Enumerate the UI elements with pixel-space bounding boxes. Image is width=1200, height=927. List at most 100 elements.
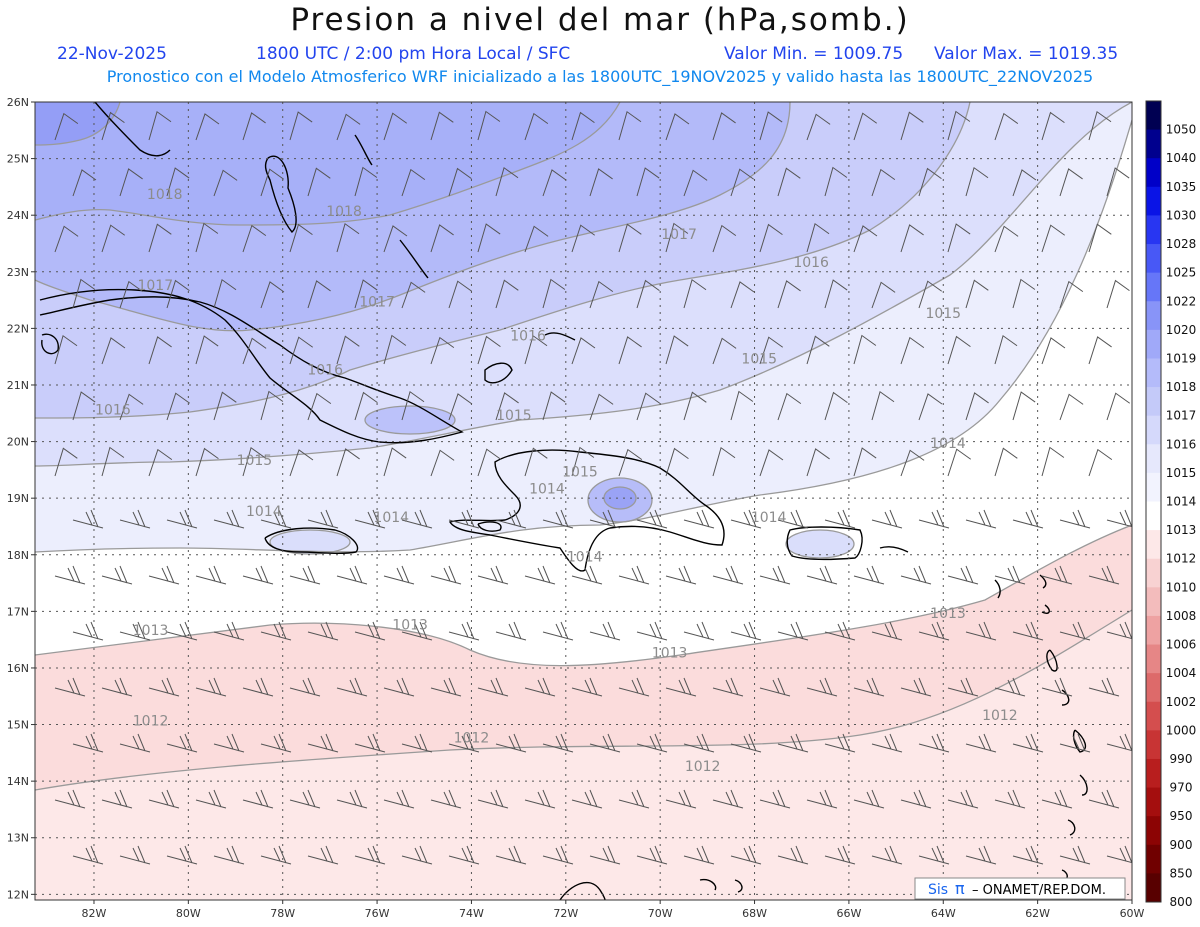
wind-barb bbox=[448, 733, 480, 753]
wind-barb bbox=[994, 225, 1019, 253]
colorbar-label: 1030 bbox=[1166, 208, 1197, 222]
wind-barb bbox=[119, 509, 151, 529]
wind-barb bbox=[618, 565, 650, 585]
colorbar-label: 990 bbox=[1170, 752, 1193, 766]
virgin-islands bbox=[879, 546, 909, 553]
colorbar-swatch bbox=[1146, 558, 1161, 588]
wind-barb bbox=[618, 223, 642, 253]
wind-barb bbox=[1106, 279, 1130, 309]
wind-barb bbox=[166, 167, 190, 197]
wind-barb bbox=[166, 733, 198, 753]
isobar-label: 1013 bbox=[930, 606, 966, 622]
wind-barb bbox=[430, 336, 455, 365]
wind-barb bbox=[947, 110, 971, 141]
wind-barb bbox=[1088, 110, 1112, 141]
wind-barb bbox=[712, 789, 744, 809]
puerto-rico-coast bbox=[786, 526, 863, 561]
wind-barb bbox=[636, 167, 660, 197]
isobar-label: 1012 bbox=[133, 714, 169, 730]
wind-barb bbox=[1041, 565, 1073, 585]
wind-barb bbox=[918, 167, 942, 197]
lat-label: 26N bbox=[7, 96, 29, 109]
wind-barb bbox=[947, 223, 971, 253]
wind-barb bbox=[759, 111, 783, 141]
wind-barb bbox=[72, 845, 104, 865]
wind-barb bbox=[806, 677, 838, 697]
lon-label: 80W bbox=[176, 907, 201, 920]
wind-barb bbox=[1106, 621, 1132, 640]
colorbar-label: 800 bbox=[1170, 895, 1193, 909]
wind-barb bbox=[289, 449, 314, 477]
wind-barb bbox=[571, 111, 595, 141]
wind-barb bbox=[336, 789, 368, 809]
wind-barb bbox=[195, 565, 227, 585]
wind-barb bbox=[289, 789, 321, 809]
lat-label: 24N bbox=[7, 209, 29, 222]
isobar-label: 1013 bbox=[652, 646, 688, 662]
isobar-label: 1017 bbox=[661, 227, 697, 243]
forecast-time: 1800 UTC / 2:00 pm Hora Local / SFC bbox=[256, 44, 571, 64]
max-value: Valor Max. = 1019.35 bbox=[934, 44, 1119, 64]
wind-barb bbox=[383, 447, 407, 477]
wind-barb bbox=[148, 565, 180, 585]
lat-label: 15N bbox=[7, 719, 29, 732]
wind-barb bbox=[542, 509, 574, 529]
colorbar-swatch bbox=[1146, 387, 1161, 417]
wind-barb bbox=[1106, 733, 1132, 752]
colorbar-swatch bbox=[1146, 129, 1161, 159]
wind-barb bbox=[871, 168, 896, 197]
wind-barb bbox=[542, 169, 567, 197]
wind-barb bbox=[1059, 733, 1091, 753]
wind-barb bbox=[260, 390, 284, 421]
wind-barb bbox=[448, 280, 473, 309]
wind-barb bbox=[947, 335, 971, 365]
colorbar-swatch bbox=[1146, 673, 1161, 703]
wind-barb bbox=[307, 392, 332, 421]
wind-barb bbox=[712, 565, 744, 585]
wind-barb bbox=[947, 677, 979, 697]
wind-barb bbox=[213, 845, 245, 865]
wind-barb bbox=[1088, 448, 1113, 477]
wind-barb bbox=[589, 845, 621, 865]
wind-barb bbox=[1059, 509, 1091, 529]
wind-barb bbox=[260, 168, 285, 197]
wind-barb bbox=[166, 845, 198, 865]
wind-barb bbox=[918, 280, 943, 309]
wind-barb bbox=[994, 334, 1018, 365]
wind-barb bbox=[242, 677, 274, 697]
wind-barb bbox=[430, 565, 462, 585]
credit-box: Sis π – ONAMET/REP.DOM. bbox=[914, 877, 1126, 900]
colorbar-swatch bbox=[1146, 787, 1161, 817]
wind-barb bbox=[148, 448, 173, 477]
wind-barb bbox=[730, 621, 762, 641]
leeward-islands bbox=[994, 574, 1088, 881]
colorbar-swatch bbox=[1146, 701, 1161, 731]
colorbar-swatch bbox=[1146, 587, 1161, 617]
colorbar-label: 850 bbox=[1170, 866, 1193, 880]
isobar-label: 1017 bbox=[359, 295, 395, 311]
colorbar-label: 1006 bbox=[1166, 638, 1197, 652]
wind-barb bbox=[495, 279, 519, 309]
wind-barb bbox=[900, 789, 932, 809]
wind-barb bbox=[1041, 446, 1065, 477]
coordinate-grid bbox=[35, 102, 1132, 900]
lon-label: 60W bbox=[1120, 907, 1145, 920]
colorbar-swatch bbox=[1146, 215, 1161, 245]
colorbar-swatch bbox=[1146, 272, 1161, 302]
wind-barb bbox=[401, 845, 433, 865]
wind-barb bbox=[336, 565, 368, 585]
colorbar-label: 900 bbox=[1170, 838, 1193, 852]
colorbar-swatch bbox=[1146, 816, 1161, 846]
wind-barb bbox=[260, 845, 292, 865]
wind-barb bbox=[853, 225, 878, 253]
wind-barb bbox=[571, 337, 596, 365]
wind-barb bbox=[430, 224, 454, 253]
wind-barb bbox=[260, 509, 292, 529]
wind-barb bbox=[918, 621, 950, 641]
wind-barb bbox=[54, 677, 86, 697]
wind-barb bbox=[947, 789, 979, 809]
wind-barb bbox=[1059, 845, 1091, 865]
wind-barb bbox=[1041, 337, 1066, 365]
wind-barb bbox=[477, 565, 509, 585]
wind-barb bbox=[759, 789, 791, 809]
